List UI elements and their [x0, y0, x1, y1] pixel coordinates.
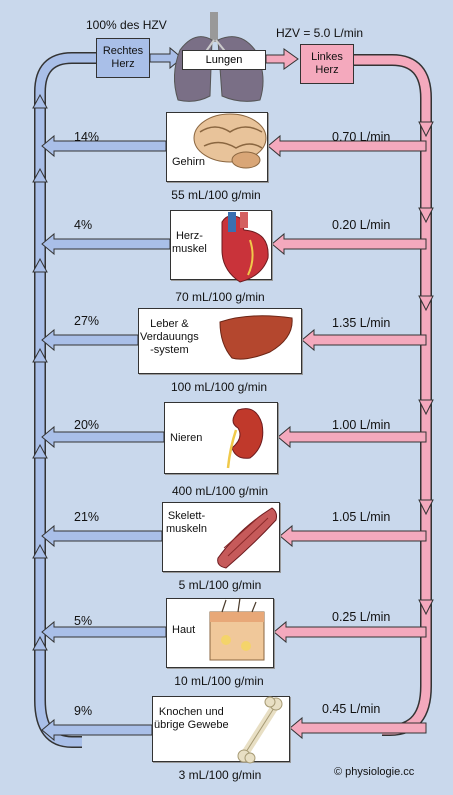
lungs-label: Lungen [182, 50, 266, 70]
organ-perfusion-liver: 100 mL/100 g/min [170, 380, 268, 394]
venous-outflow-arrow-skin [41, 620, 167, 644]
arterial-inflow-arrow-kidney [277, 425, 427, 449]
organ-label-skin: Haut [172, 624, 196, 636]
venous-outflow-arrow-liver [41, 328, 139, 352]
organ-label-liver: Leber & Verdauungs -system [140, 318, 199, 356]
right-heart-percent: 100% des HZV [86, 18, 167, 32]
arterial-inflow-arrow-skin [273, 620, 427, 644]
organ-cardiac-output-heart: 0.20 L/min [332, 218, 391, 232]
left-heart-label: Linkes Herz [311, 51, 343, 76]
copyright: © physiologie.cc [334, 766, 415, 778]
organ-box-brain [166, 112, 268, 182]
organ-perfusion-skin: 10 mL/100 g/min [174, 674, 264, 688]
arterial-inflow-arrow-heart [271, 232, 427, 256]
organ-cardiac-output-kidney: 1.00 L/min [332, 418, 391, 432]
arterial-inflow-arrow-brain [267, 134, 427, 158]
venous-outflow-arrow-brain [41, 134, 167, 158]
arrow-lungs-to-left-heart [265, 48, 299, 70]
organ-cardiac-output-brain: 0.70 L/min [332, 130, 391, 144]
organ-cardiac-output-muscle: 1.05 L/min [332, 510, 391, 524]
organ-label-muscle: Skelett- muskeln [166, 510, 207, 535]
organ-percent-kidney: 20% [74, 418, 100, 432]
venous-flow-arrows [32, 93, 48, 651]
organ-perfusion-brain: 55 mL/100 g/min [171, 188, 261, 202]
organ-label-heart: Herz- muskel [172, 230, 207, 255]
organ-percent-bone: 9% [74, 704, 93, 718]
organ-cardiac-output-liver: 1.35 L/min [332, 316, 391, 330]
organ-label-kidney: Nieren [170, 432, 203, 444]
total-cardiac-output: HZV = 5.0 L/min [276, 26, 364, 40]
organ-percent-skin: 5% [74, 614, 93, 628]
organ-perfusion-heart: 70 mL/100 g/min [175, 290, 265, 304]
organ-perfusion-kidney: 400 mL/100 g/min [171, 484, 269, 498]
organ-cardiac-output-skin: 0.25 L/min [332, 610, 391, 624]
venous-outflow-arrow-heart [41, 232, 171, 256]
organ-percent-liver: 27% [74, 314, 100, 328]
organ-perfusion-muscle: 5 mL/100 g/min [178, 578, 262, 592]
organ-label-brain: Gehirn [172, 156, 206, 168]
arrow-right-heart-to-lungs [149, 46, 183, 70]
organ-percent-brain: 14% [74, 130, 100, 144]
arterial-inflow-arrow-liver [301, 328, 427, 352]
organ-cardiac-output-bone: 0.45 L/min [322, 702, 381, 716]
venous-return-vessel [34, 52, 96, 748]
venous-outflow-arrow-bone [41, 718, 153, 742]
right-heart-label: Rechtes Herz [102, 45, 144, 70]
venous-outflow-arrow-muscle [41, 524, 163, 548]
organ-perfusion-bone: 3 mL/100 g/min [178, 768, 262, 782]
organ-percent-heart: 4% [74, 218, 93, 232]
venous-outflow-arrow-kidney [41, 425, 165, 449]
organ-label-bone: Knochen und übrige Gewebe [154, 706, 229, 731]
organ-percent-muscle: 21% [74, 510, 100, 524]
arterial-inflow-arrow-muscle [279, 524, 427, 548]
arterial-inflow-arrow-bone [289, 716, 427, 740]
right-heart-box: Rechtes Herz [96, 38, 150, 78]
left-heart-box: Linkes Herz [300, 44, 354, 84]
arterial-flow-arrows [418, 121, 434, 616]
